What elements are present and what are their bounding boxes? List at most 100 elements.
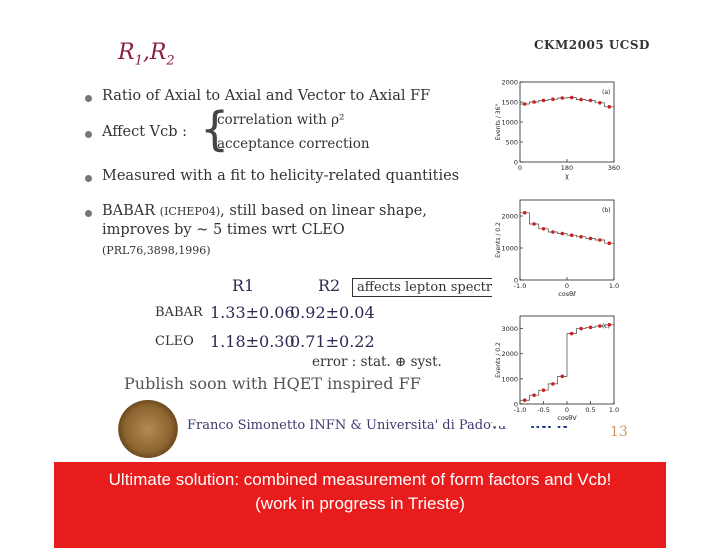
y-axis-label: Events / 36°: [495, 104, 502, 141]
data-point: [588, 98, 593, 103]
y-axis-label: Events / 0.2: [495, 342, 502, 378]
brace-icon: {: [200, 102, 230, 156]
data-point: [569, 331, 574, 336]
data-point: [532, 393, 536, 397]
y-tick-label: 0: [514, 277, 518, 285]
x-tick-label: -1.0: [514, 406, 527, 414]
university-seal-icon: [118, 400, 178, 458]
y-tick-label: 3000: [501, 325, 518, 333]
babar-reference: (PRL76,3898,1996): [102, 244, 211, 257]
plot-frame: [519, 81, 615, 163]
data-point: [569, 95, 574, 100]
bullet-dot: [85, 95, 92, 102]
title-sub1: 1: [134, 53, 143, 69]
data-point: [551, 230, 555, 234]
babar-rest: , still based on linear shape,: [220, 203, 427, 219]
y-tick-label: 1000: [501, 245, 518, 253]
y-tick-label: 2000: [501, 79, 518, 87]
y-tick-label: 2000: [501, 350, 518, 358]
data-point: [532, 222, 536, 226]
fit-histogram: [520, 324, 614, 401]
bullet-measured: Measured with a fit to helicity-related …: [102, 168, 460, 184]
chart-cos-theta-v: 0 1000 2000 3000 -1.0 -0.5 0 0.5 1.0 cosθV Events …: [492, 310, 620, 426]
cleo-r1: 1.18±0.30: [210, 332, 295, 351]
conclusion-banner: Ultimate solution: combined measurement …: [54, 462, 666, 548]
panel-label: (c): [602, 323, 610, 330]
data-point: [588, 325, 593, 330]
fit-histogram: [520, 212, 614, 244]
babar-r2: 0.92±0.04: [290, 303, 375, 322]
header-r1: R1: [232, 276, 255, 295]
bullet-ratio: Ratio of Axial to Axial and Vector to Ax…: [102, 88, 431, 104]
bullet-dot: [85, 131, 92, 138]
banner-line1: Ultimate solution: combined measurement …: [108, 470, 612, 489]
babar-label: BABAR: [102, 203, 156, 219]
row-label-cleo: CLEO: [155, 334, 194, 349]
data-point: [598, 238, 602, 242]
data-point: [598, 324, 602, 328]
slide-title: R1,R2: [118, 40, 175, 68]
x-tick-label: 180: [561, 164, 573, 172]
x-tick-label: 0: [518, 164, 522, 172]
footer-author: Franco Simonetto INFN & Universita' di P…: [187, 418, 507, 433]
header-r2: R2: [318, 276, 341, 295]
chart-helicity-chi: 0 500 1000 1500 2000 0 180 360 χ Events / 36° (a): [492, 76, 620, 184]
data-point: [560, 96, 565, 100]
data-point: [588, 236, 593, 241]
x-tick-label: 360: [608, 164, 620, 172]
y-tick-label: 2000: [501, 213, 518, 221]
y-axis-label: Events / 0.2: [495, 222, 502, 258]
y-tick-label: 500: [506, 139, 518, 147]
data-point: [522, 211, 527, 215]
x-axis-label: χ: [565, 172, 569, 180]
title-r: R: [118, 40, 135, 65]
y-tick-label: 1000: [501, 375, 518, 383]
babar-tag: (ICHEP04): [159, 205, 221, 218]
data-point: [551, 382, 555, 386]
data-point: [560, 374, 565, 379]
panel-label: (a): [602, 89, 610, 96]
banner-line2: (work in progress in Trieste): [255, 494, 465, 513]
x-axis-label: cosθℓ: [558, 290, 576, 298]
data-point: [541, 388, 546, 392]
x-tick-label: -0.5: [537, 406, 550, 414]
bullet-affect-vcb: Affect Vcb :: [102, 124, 188, 140]
row-label-babar: BABAR: [155, 305, 203, 320]
data-point: [541, 227, 546, 231]
x-tick-label: 0: [565, 282, 569, 290]
x-axis-label: cosθV: [557, 414, 577, 422]
cleo-r2: 0.71±0.22: [290, 332, 375, 351]
data-point: [579, 235, 583, 239]
data-point: [607, 241, 612, 245]
bullet-dot: [85, 210, 92, 217]
error-note: error : stat. ⊕ syst.: [312, 354, 442, 370]
y-tick-label: 1000: [501, 119, 518, 127]
y-tick-label: 0: [514, 159, 518, 167]
data-point: [560, 231, 565, 236]
conference-label: CKM2005 UCSD: [534, 38, 650, 52]
bullet-dot: [85, 175, 92, 182]
x-tick-label: 0: [565, 406, 569, 414]
x-tick-label: -1.0: [514, 282, 527, 290]
data-point: [607, 105, 612, 109]
data-point: [569, 233, 574, 237]
data-point: [579, 326, 583, 331]
data-point: [541, 98, 546, 103]
data-point: [532, 100, 536, 104]
data-point: [551, 97, 555, 101]
x-tick-label: 0.5: [585, 406, 595, 414]
publish-note: Publish soon with HQET inspired FF: [124, 374, 421, 393]
page-number: 13: [610, 424, 628, 440]
x-tick-label: 1.0: [609, 282, 619, 290]
title-sep: ,R: [142, 40, 167, 65]
vcb-effect-correlation: correlation with ρ²: [217, 112, 345, 128]
x-tick-label: 1.0: [609, 406, 619, 414]
data-point: [598, 101, 602, 105]
vcb-effect-acceptance: acceptance correction: [217, 136, 370, 152]
data-point: [579, 97, 583, 102]
y-tick-label: 1500: [501, 99, 518, 107]
data-point: [522, 398, 527, 403]
babar-improvement: improves by ~ 5 times wrt CLEO: [102, 222, 345, 238]
panel-label: (b): [602, 207, 611, 214]
